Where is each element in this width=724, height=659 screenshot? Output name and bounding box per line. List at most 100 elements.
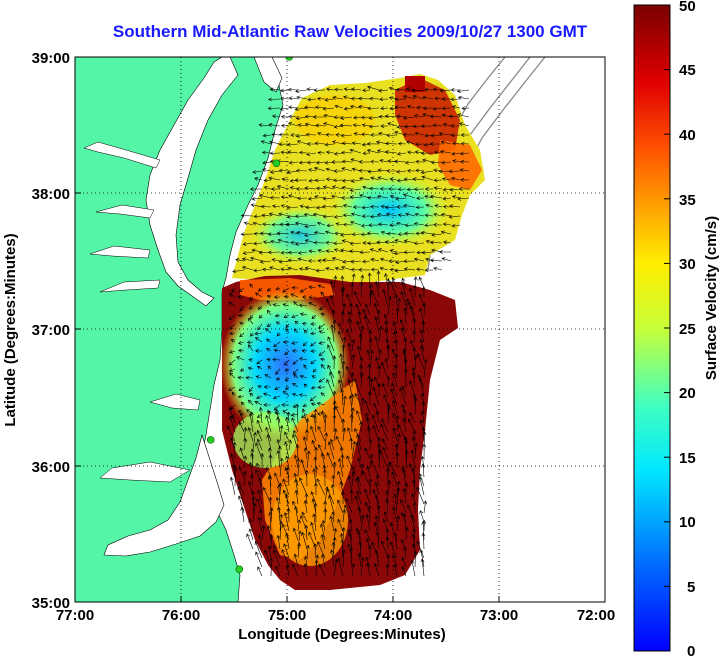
velocity-arrow [349,249,362,254]
velocity-arrow [280,250,290,255]
velocity-arrow [268,475,273,496]
velocity-arrow [281,177,290,182]
velocity-arrow [401,385,407,397]
velocity-arrow [355,477,362,496]
velocity-arrow [396,178,407,183]
velocity-arrow [326,378,335,397]
velocity-arrow [351,470,356,487]
velocity-arrow [238,348,245,353]
velocity-arrow [305,429,309,441]
velocity-arrow [354,291,362,307]
velocity-arrow [290,293,299,298]
velocity-arrow [392,321,398,334]
velocity-arrow [419,338,425,352]
velocity-arrow [297,542,302,559]
velocity-arrow [251,196,263,201]
velocity-arrow [412,330,417,343]
velocity-arrow [287,258,299,263]
velocity-arrow [396,169,407,174]
velocity-arrow [418,293,425,307]
velocity-arrow [284,350,290,356]
velocity-arrow [429,114,443,119]
velocity-arrow [388,187,398,191]
velocity-arrow [313,240,326,245]
velocity-arrow [386,376,391,388]
velocity-arrow [250,256,263,262]
velocity-arrow [286,205,299,210]
velocity-arrow [384,114,398,119]
velocity-arrow [350,393,355,406]
velocity-arrow [369,186,380,191]
velocity-arrow [403,307,407,325]
velocity-arrow [277,238,290,244]
velocity-arrow [292,382,299,388]
velocity-arrow [249,392,254,397]
velocity-arrow [269,534,274,550]
velocity-arrow [298,393,308,398]
velocity-arrow [298,357,308,361]
velocity-arrow [337,557,344,577]
velocity-arrow [370,267,380,272]
velocity-arrow [421,175,434,181]
velocity-arrow [257,534,263,550]
velocity-arrow [301,348,308,353]
velocity-arrow [373,562,380,577]
velocity-arrow [351,563,356,577]
velocity-arrow [343,95,353,100]
velocity-arrow [300,459,308,478]
x-tick-label: 76:00 [162,607,200,624]
velocity-arrow [368,438,373,451]
velocity-arrow [389,106,398,111]
velocity-arrow [396,515,401,532]
velocity-arrow [349,413,354,433]
velocity-arrow [323,500,328,514]
velocity-arrow [362,259,371,264]
velocity-arrow [313,230,326,235]
velocity-arrow [293,374,299,379]
velocity-arrow [232,269,245,274]
velocity-arrow [331,160,344,165]
velocity-arrow [332,178,344,183]
velocity-arrow [323,113,335,118]
velocity-arrow [283,359,290,366]
velocity-arrow [281,548,290,568]
velocity-arrow [351,466,355,478]
velocity-arrow [350,104,362,109]
velocity-arrow [256,395,263,399]
velocity-arrow [349,437,354,451]
velocity-arrow [332,319,337,334]
velocity-arrow [292,368,299,375]
velocity-arrow [342,303,347,316]
velocity-arrow [284,377,290,382]
velocity-arrow [402,132,416,137]
velocity-arrow [257,384,263,389]
velocity-arrow [327,336,335,352]
velocity-arrow [380,106,389,111]
velocity-arrow [405,212,416,217]
velocity-arrow [312,212,326,217]
velocity-arrow [348,519,353,532]
velocity-arrow [262,160,272,165]
velocity-arrow [362,88,371,93]
velocity-arrow [366,231,380,236]
velocity-arrow [285,328,290,334]
velocity-arrow [240,232,254,237]
velocity-arrow [294,505,299,523]
velocity-arrow [296,95,308,100]
velocity-arrow [346,365,353,379]
velocity-arrow [402,487,407,505]
velocity-arrow [440,140,452,145]
velocity-arrow [459,159,470,164]
velocity-arrow [326,223,335,228]
velocity-arrow [433,178,443,183]
velocity-arrow [270,239,281,244]
velocity-arrow [341,150,353,155]
velocity-arrow [286,507,291,523]
velocity-arrow [322,258,335,262]
velocity-arrow [347,342,353,361]
velocity-arrow [275,565,281,577]
velocity-arrow [391,277,398,289]
velocity-arrow [367,272,372,289]
velocity-arrow [304,186,317,191]
velocity-arrow [364,529,371,541]
